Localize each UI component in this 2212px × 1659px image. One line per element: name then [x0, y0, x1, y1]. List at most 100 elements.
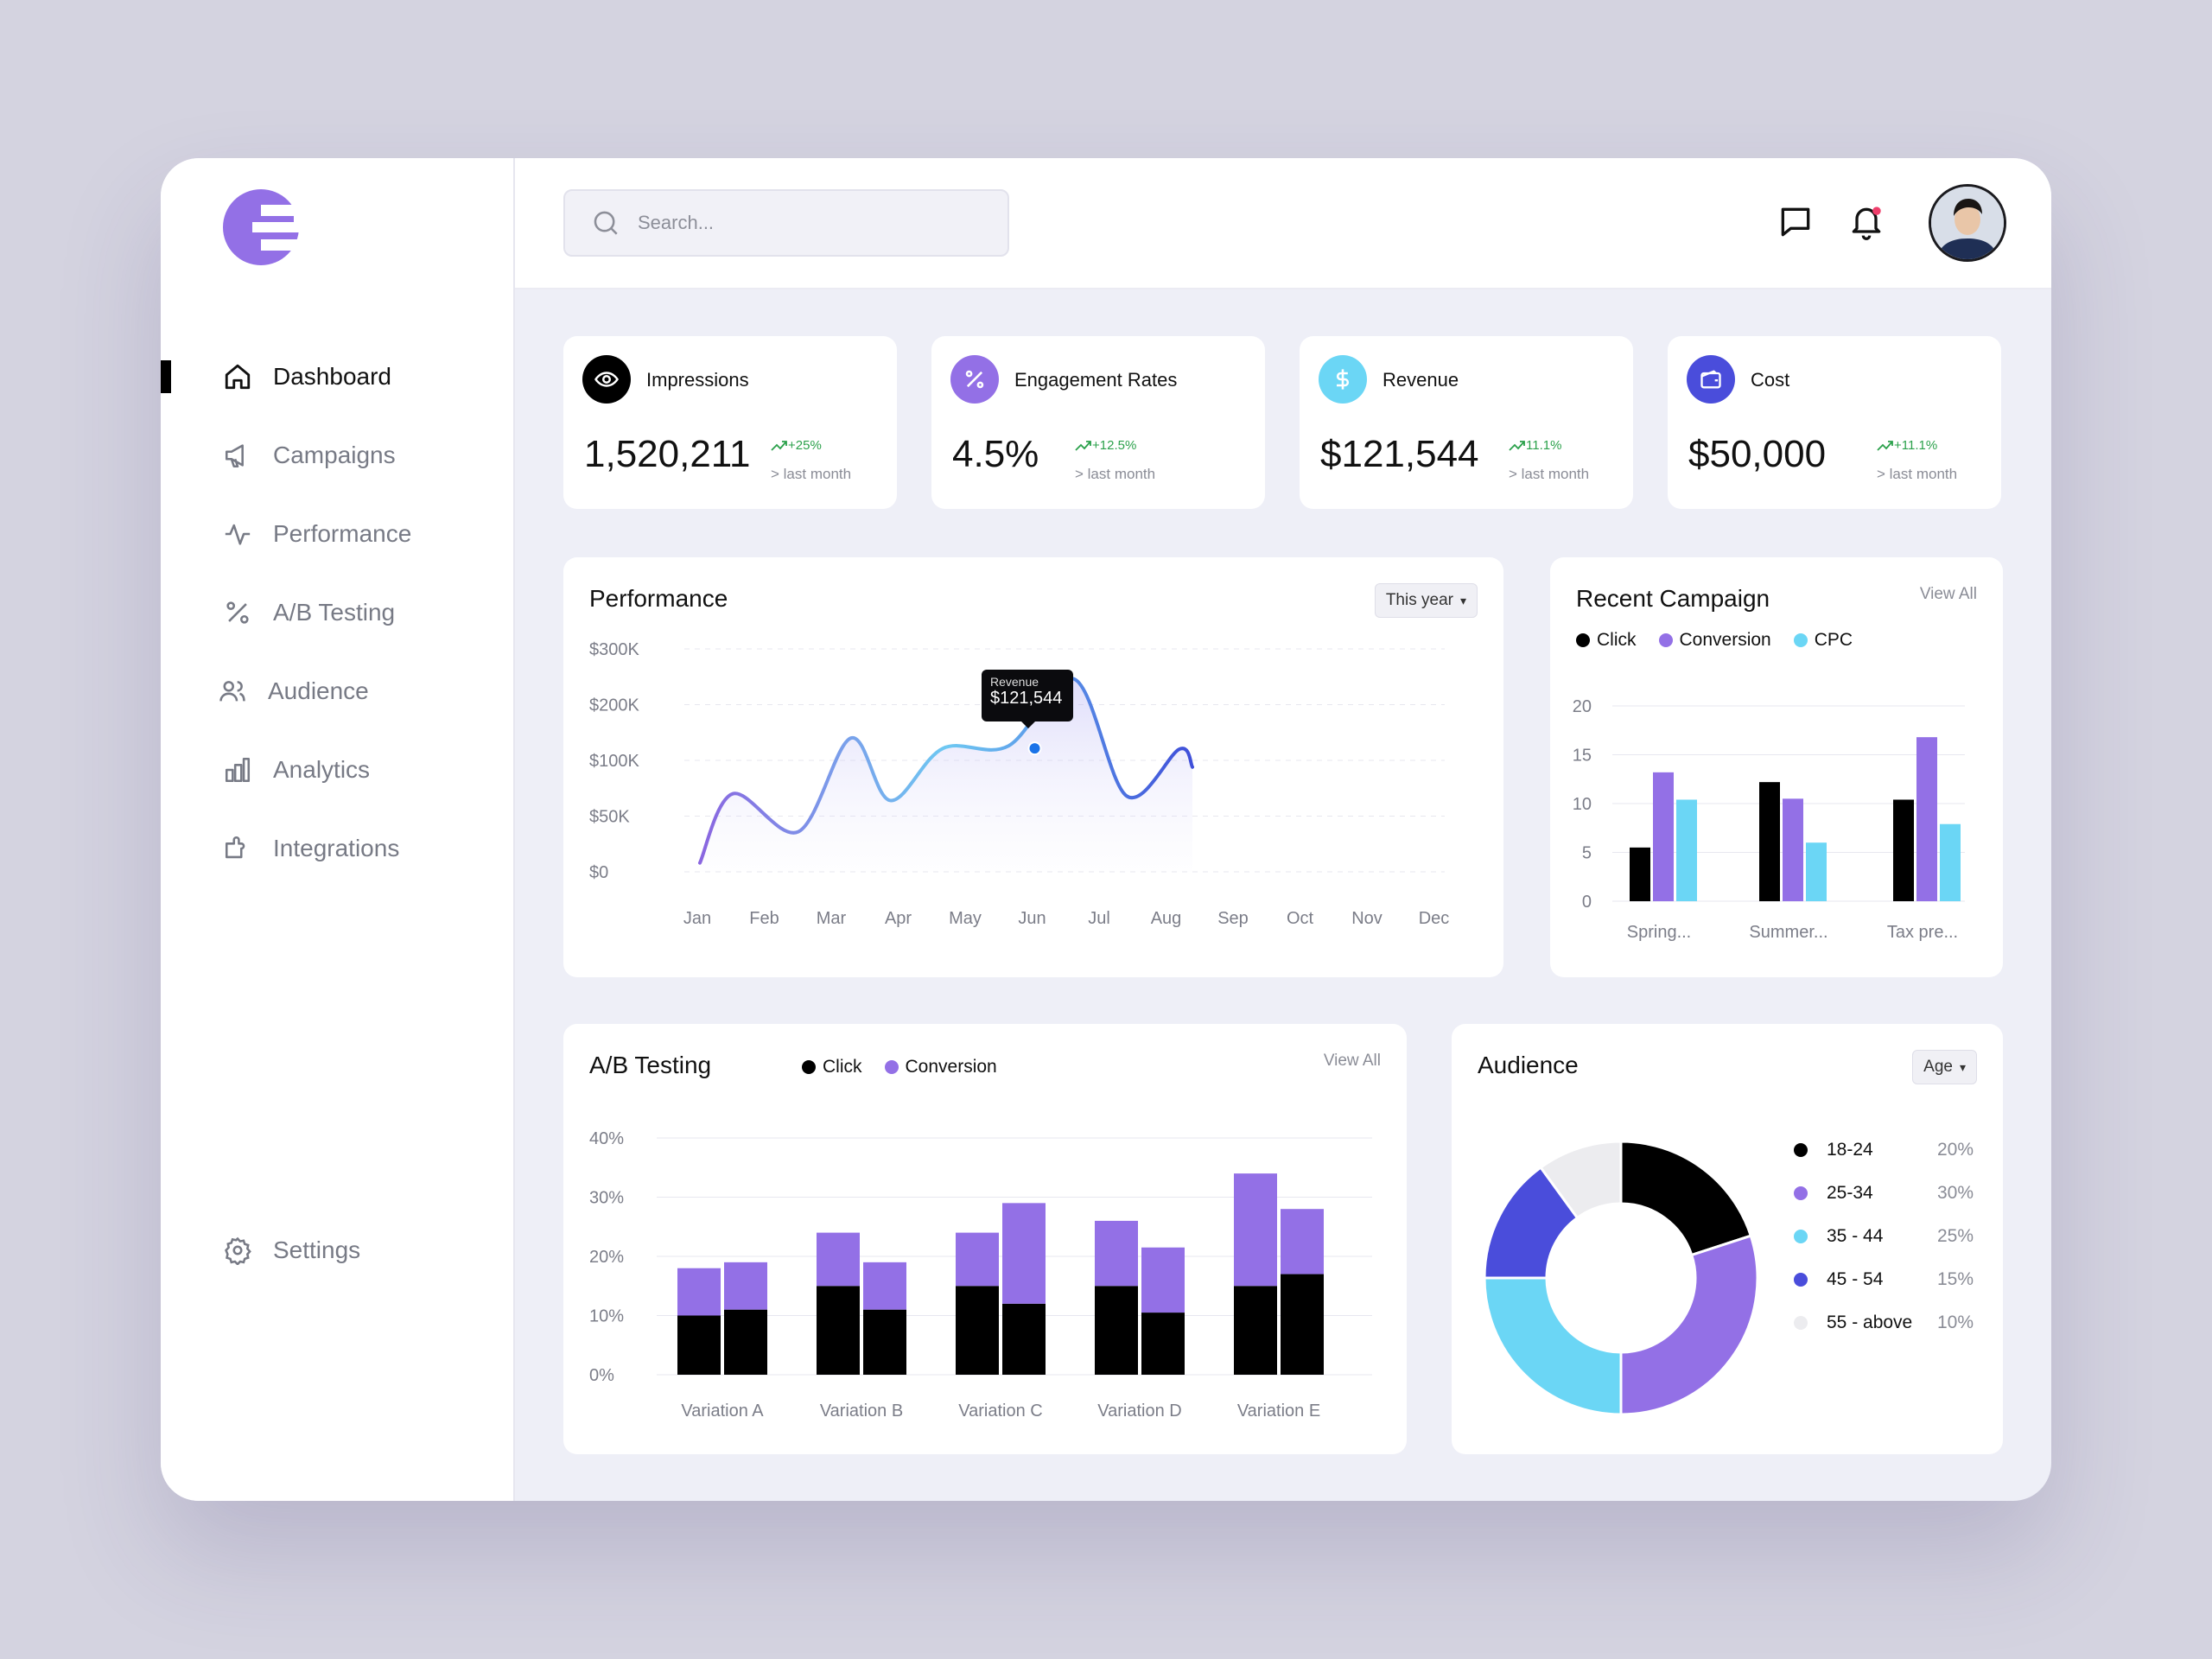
- stat-change-value: +12.5%: [1092, 438, 1137, 453]
- view-all-link[interactable]: View All: [1323, 1052, 1381, 1070]
- performance-chart: $0 $50K $100K $200K $300K Jan Feb Mar Apr May Jun…: [589, 640, 1450, 928]
- legend-percent: 25%: [1937, 1226, 1974, 1246]
- stat-subtext: > last month: [1877, 466, 1958, 482]
- search-input[interactable]: [636, 211, 968, 235]
- stat-card-engagement[interactable]: Engagement Rates 4.5% +12.5% > last mont…: [931, 336, 1265, 509]
- sidebar-item-label: Audience: [268, 677, 369, 704]
- stat-label: Engagement Rates: [1014, 369, 1178, 391]
- performance-line: [698, 677, 1194, 865]
- sidebar-item-settings[interactable]: Settings: [221, 1224, 360, 1276]
- audience-filter-dropdown[interactable]: Age ▾: [1912, 1050, 1977, 1084]
- bar-segment: [1002, 1303, 1046, 1375]
- bar: [1783, 798, 1803, 901]
- sidebar-item-label: Performance: [273, 520, 412, 547]
- legend-label: 18-24: [1827, 1140, 1873, 1160]
- bar-segment: [1002, 1203, 1046, 1304]
- users-icon: [216, 675, 249, 708]
- sidebar-item-audience[interactable]: Audience: [216, 665, 369, 717]
- x-tick-label: Feb: [749, 909, 779, 928]
- app-window: Dashboard Campaigns Performance A/B Test…: [161, 158, 2051, 1501]
- message-icon[interactable]: [1777, 203, 1815, 241]
- chevron-down-icon: ▾: [1459, 593, 1466, 607]
- legend-dot: [1794, 1143, 1808, 1157]
- user-photo: [1931, 187, 2004, 259]
- recent-campaign-card: Recent Campaign View All Click Conversio…: [1550, 557, 2003, 977]
- search-box[interactable]: [563, 189, 1009, 257]
- legend-dot: [1794, 1230, 1808, 1243]
- chart-tooltip: Revenue $121,544: [982, 670, 1073, 728]
- percent-icon: [221, 596, 254, 629]
- bell-icon[interactable]: [1847, 203, 1885, 241]
- sidebar-item-ab-testing[interactable]: A/B Testing: [221, 587, 395, 639]
- y-tick-label: 30%: [589, 1189, 624, 1208]
- time-range-dropdown[interactable]: This year ▾: [1374, 583, 1478, 618]
- sidebar-item-analytics[interactable]: Analytics: [221, 744, 370, 796]
- legend-percent: 15%: [1937, 1269, 1974, 1289]
- bar-segment: [1234, 1286, 1277, 1375]
- bar: [1940, 823, 1961, 901]
- stat-value: 1,520,211: [584, 433, 751, 475]
- sidebar-item-label: Settings: [273, 1236, 361, 1263]
- legend-item: CPC: [1793, 630, 1853, 651]
- legend-label: 25-34: [1827, 1183, 1873, 1203]
- stat-change-value: +25%: [788, 438, 822, 453]
- bar-segment: [724, 1262, 767, 1310]
- x-tick-label: Spring...: [1627, 923, 1691, 942]
- sidebar-item-dashboard[interactable]: Dashboard: [221, 351, 391, 403]
- legend-label: 35 - 44: [1827, 1226, 1884, 1246]
- legend-item: Conversion: [1658, 630, 1771, 651]
- stat-subtext: > last month: [1075, 466, 1156, 482]
- stat-card-cost[interactable]: Cost $50,000 +11.1% > last month: [1668, 336, 2001, 509]
- x-tick-label: Jan: [683, 909, 711, 928]
- card-title: A/B Testing: [589, 1052, 712, 1078]
- x-tick-label: Variation B: [820, 1402, 903, 1421]
- tooltip-value: $121,544: [990, 689, 1063, 708]
- sidebar: Dashboard Campaigns Performance A/B Test…: [161, 158, 515, 1501]
- active-nav-indicator: [161, 360, 171, 393]
- donut-slice: [1539, 1140, 1623, 1220]
- y-tick-label: $300K: [589, 640, 639, 659]
- dropdown-value: Age: [1923, 1058, 1953, 1076]
- bar-segment: [677, 1268, 721, 1316]
- bar-segment: [1095, 1286, 1138, 1375]
- trend-up-icon: [771, 440, 787, 451]
- bar-segment: [956, 1232, 999, 1287]
- trend-up-icon: [1877, 440, 1893, 451]
- x-tick-label: Variation A: [681, 1402, 764, 1421]
- bar-segment: [956, 1286, 999, 1375]
- legend-item: Click: [1576, 630, 1637, 651]
- bar: [1806, 842, 1827, 901]
- legend-item: Click: [802, 1057, 862, 1077]
- stat-change: +12.5%: [1075, 438, 1136, 453]
- card-title: Audience: [1478, 1052, 1579, 1078]
- x-tick-label: Jun: [1018, 909, 1046, 928]
- x-tick-label: Dec: [1419, 909, 1450, 928]
- stat-card-revenue[interactable]: Revenue $121,544 11.1% > last month: [1300, 336, 1633, 509]
- y-tick-label: 0: [1582, 893, 1592, 912]
- logo-icon[interactable]: [221, 188, 301, 267]
- megaphone-icon: [221, 439, 254, 472]
- bar: [1893, 799, 1914, 901]
- sidebar-item-campaigns[interactable]: Campaigns: [221, 429, 396, 481]
- card-title: Performance: [589, 585, 728, 612]
- bar-segment: [1281, 1209, 1324, 1274]
- trend-up-icon: [1509, 440, 1525, 451]
- legend-percent: 10%: [1937, 1313, 1974, 1332]
- legend-percent: 30%: [1937, 1183, 1974, 1203]
- sidebar-item-label: A/B Testing: [273, 599, 396, 626]
- stat-card-impressions[interactable]: Impressions 1,520,211 +25% > last month: [563, 336, 897, 509]
- plug-icon: [221, 832, 254, 865]
- bar: [1676, 799, 1697, 901]
- trend-up-icon: [1075, 440, 1091, 451]
- sidebar-item-performance[interactable]: Performance: [221, 508, 411, 560]
- dropdown-value: This year: [1385, 591, 1453, 609]
- donut-slice: [1619, 1140, 1753, 1257]
- sidebar-item-integrations[interactable]: Integrations: [221, 823, 399, 874]
- ab-testing-chart: 0% 10% 20% 30% 40% Variation A Variation B Vari…: [589, 1129, 1372, 1421]
- stat-label: Impressions: [646, 369, 749, 391]
- avatar[interactable]: [1929, 184, 2006, 262]
- view-all-link[interactable]: View All: [1919, 585, 1977, 603]
- top-bar: [515, 158, 2051, 289]
- y-tick-label: 5: [1582, 844, 1592, 863]
- audience-legend-item: 18-24 20%: [1794, 1140, 1974, 1160]
